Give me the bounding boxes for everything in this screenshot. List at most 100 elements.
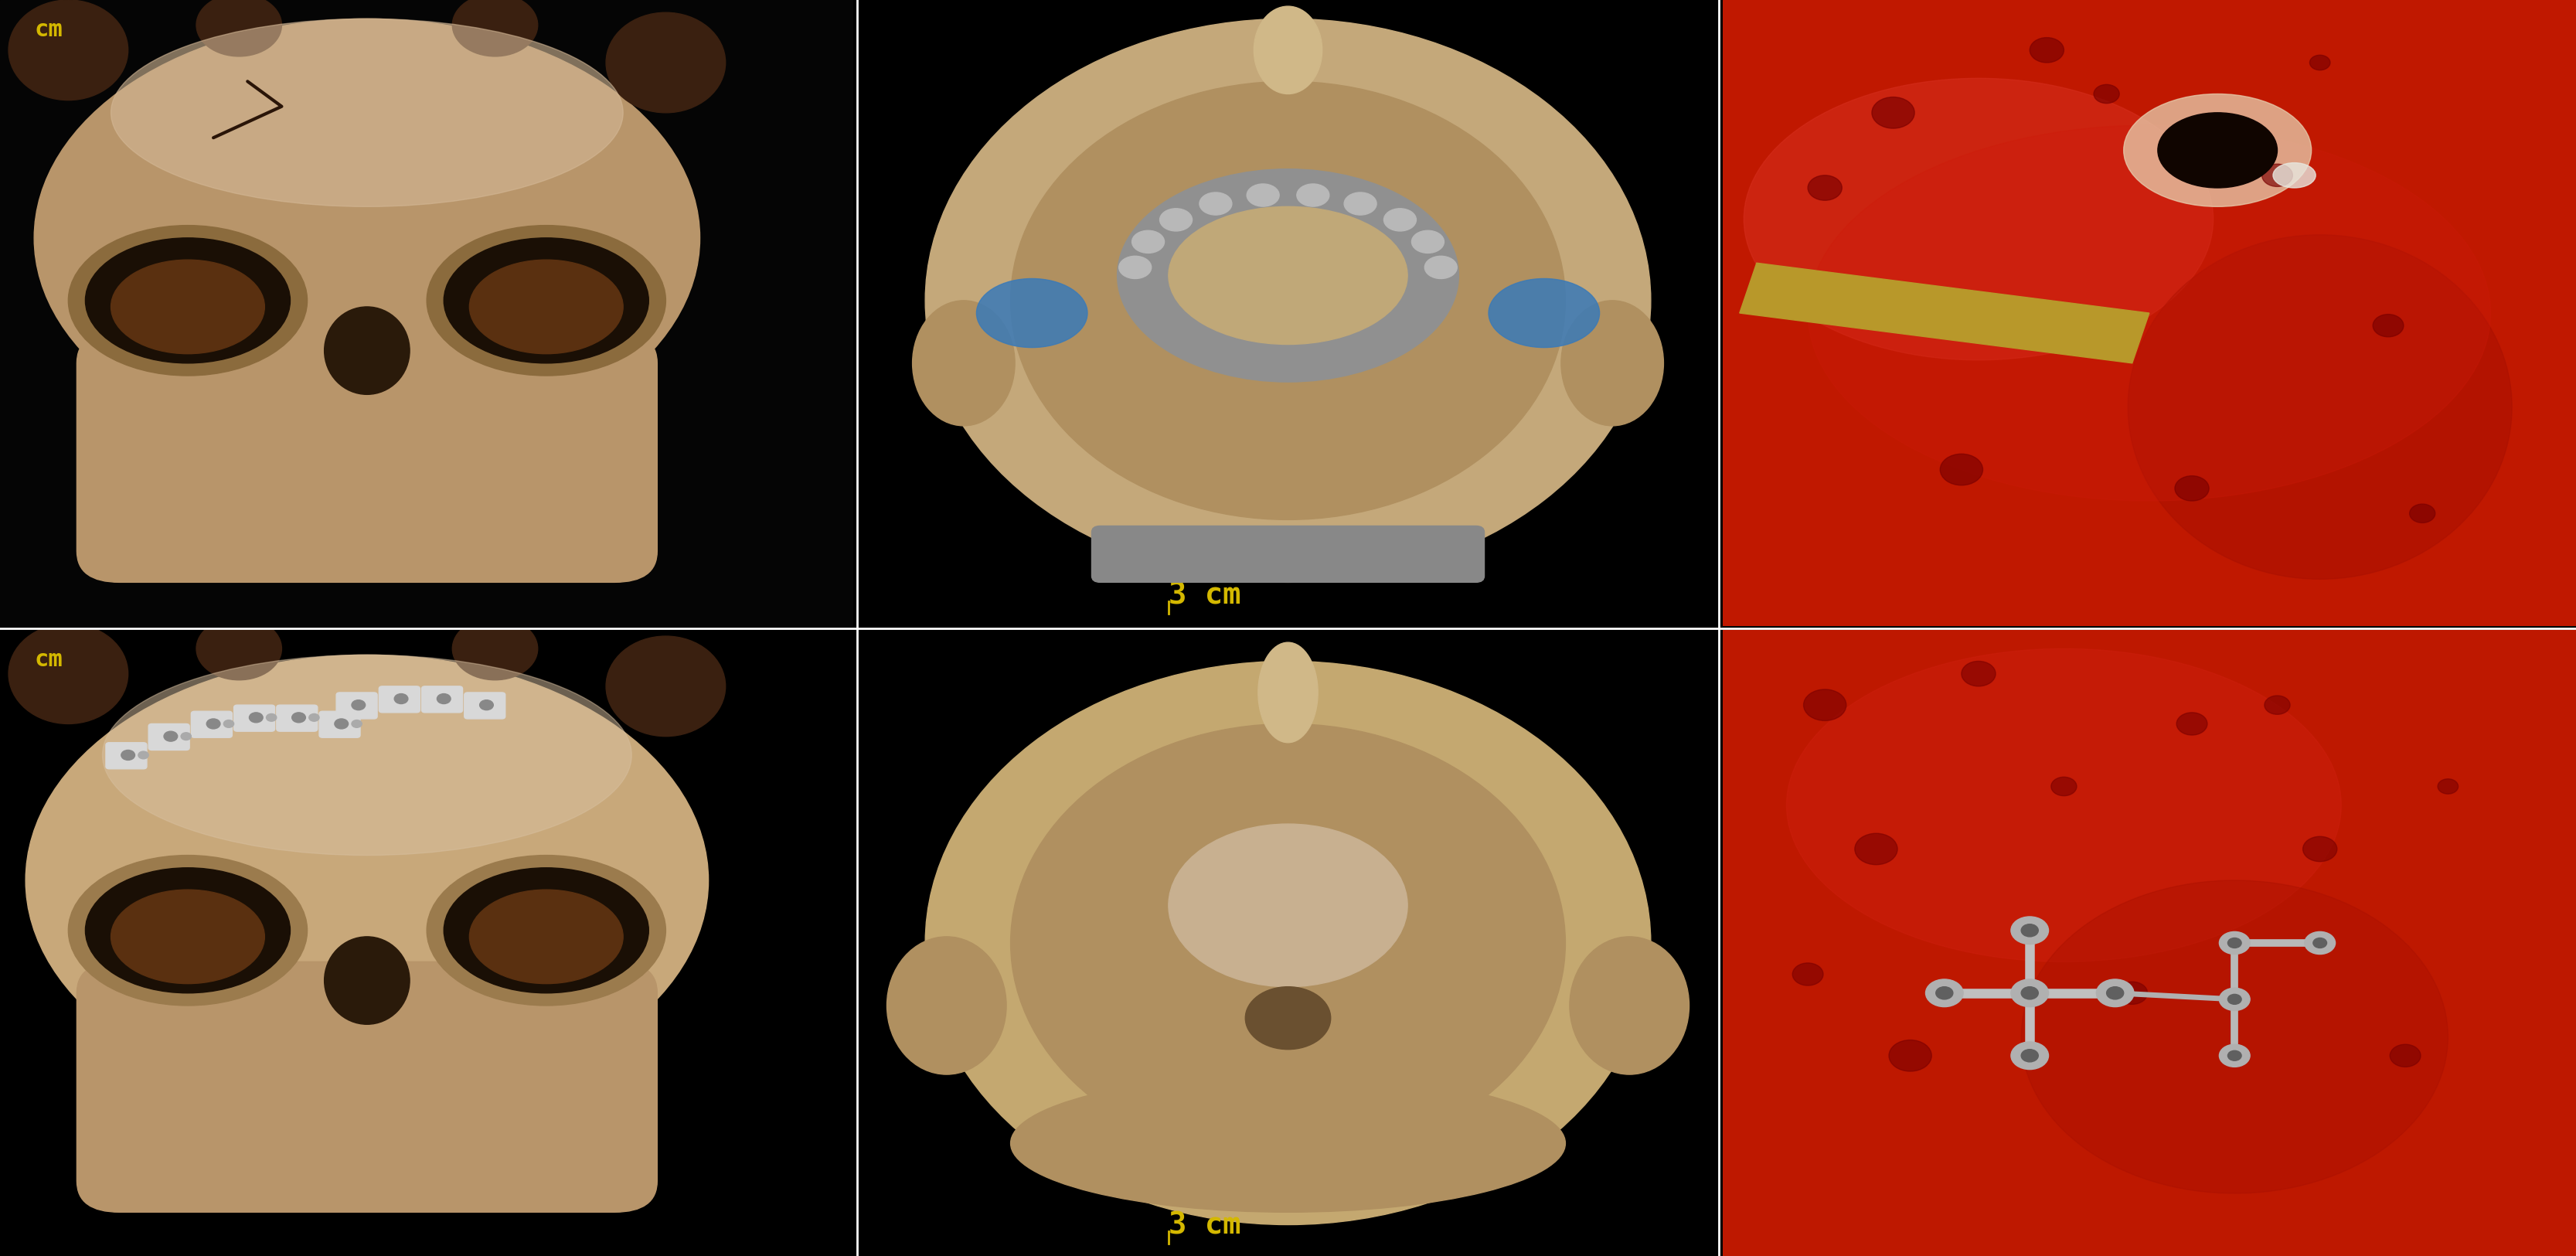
Circle shape (2313, 938, 2326, 948)
Ellipse shape (85, 868, 291, 993)
Ellipse shape (1200, 192, 1231, 215)
Ellipse shape (1569, 937, 1690, 1074)
Circle shape (2311, 55, 2331, 70)
Ellipse shape (925, 19, 1651, 583)
Circle shape (1873, 97, 1914, 128)
FancyBboxPatch shape (149, 723, 191, 750)
Circle shape (2264, 696, 2290, 715)
Circle shape (1855, 834, 1899, 864)
Circle shape (2012, 980, 2048, 1007)
Ellipse shape (103, 654, 631, 855)
Ellipse shape (70, 855, 307, 1006)
FancyBboxPatch shape (276, 705, 317, 731)
Ellipse shape (1010, 82, 1566, 520)
Circle shape (438, 693, 451, 703)
Ellipse shape (196, 0, 281, 57)
Circle shape (180, 732, 191, 740)
Circle shape (353, 720, 361, 727)
Circle shape (1937, 987, 1953, 1000)
Ellipse shape (453, 618, 538, 679)
Ellipse shape (1296, 183, 1329, 206)
Circle shape (309, 713, 319, 721)
Circle shape (2306, 932, 2336, 955)
FancyBboxPatch shape (379, 686, 420, 712)
Circle shape (2221, 1045, 2249, 1066)
Ellipse shape (1255, 6, 1321, 94)
Text: cm: cm (33, 19, 62, 41)
Circle shape (353, 700, 366, 710)
FancyBboxPatch shape (337, 692, 376, 718)
Ellipse shape (8, 624, 129, 723)
Ellipse shape (469, 260, 623, 354)
Ellipse shape (2123, 94, 2311, 207)
Ellipse shape (1425, 256, 1458, 279)
FancyBboxPatch shape (1092, 526, 1484, 583)
Ellipse shape (85, 237, 291, 363)
Ellipse shape (70, 225, 307, 376)
Circle shape (394, 693, 407, 703)
Circle shape (224, 720, 234, 727)
Circle shape (1808, 176, 1842, 201)
Ellipse shape (1159, 208, 1193, 231)
Ellipse shape (1010, 1074, 1566, 1212)
Circle shape (1829, 285, 1873, 317)
FancyBboxPatch shape (191, 711, 232, 737)
Ellipse shape (925, 661, 1651, 1225)
Circle shape (2022, 1049, 2038, 1061)
Polygon shape (1739, 263, 2148, 363)
Circle shape (2030, 38, 2063, 63)
FancyBboxPatch shape (464, 692, 505, 718)
FancyBboxPatch shape (319, 711, 361, 737)
Ellipse shape (912, 300, 1015, 426)
Circle shape (1960, 661, 1996, 686)
Ellipse shape (111, 889, 265, 983)
Circle shape (265, 713, 276, 721)
Circle shape (1793, 963, 1824, 986)
FancyBboxPatch shape (77, 332, 657, 583)
Circle shape (206, 718, 219, 728)
FancyBboxPatch shape (106, 742, 147, 769)
Ellipse shape (2272, 163, 2316, 188)
Ellipse shape (8, 0, 129, 100)
Ellipse shape (443, 868, 649, 993)
Ellipse shape (1170, 824, 1406, 987)
Ellipse shape (1744, 78, 2213, 360)
Circle shape (2228, 1050, 2241, 1060)
Ellipse shape (1561, 300, 1664, 426)
Ellipse shape (1118, 256, 1151, 279)
Circle shape (2221, 988, 2249, 1011)
Circle shape (1927, 980, 1963, 1007)
Circle shape (2303, 836, 2336, 862)
FancyBboxPatch shape (77, 962, 657, 1212)
Ellipse shape (1159, 176, 1417, 350)
Circle shape (2022, 987, 2038, 1000)
Text: 3 cm: 3 cm (1170, 582, 1242, 610)
Ellipse shape (453, 0, 538, 57)
Circle shape (2012, 917, 2048, 945)
Circle shape (479, 700, 495, 710)
Ellipse shape (1118, 170, 1458, 382)
Ellipse shape (428, 855, 665, 1006)
Ellipse shape (325, 306, 410, 394)
Circle shape (1888, 1040, 1932, 1071)
Circle shape (2262, 165, 2293, 187)
Ellipse shape (2159, 113, 2277, 188)
Ellipse shape (111, 260, 265, 354)
Ellipse shape (428, 225, 665, 376)
Circle shape (2050, 777, 2076, 796)
Circle shape (2012, 1042, 2048, 1069)
Circle shape (2022, 924, 2038, 937)
Ellipse shape (196, 618, 281, 679)
Circle shape (165, 731, 178, 741)
Ellipse shape (1412, 231, 1445, 252)
Circle shape (121, 750, 134, 760)
Circle shape (2177, 712, 2208, 735)
Ellipse shape (1131, 231, 1164, 252)
Ellipse shape (1489, 279, 1600, 348)
Text: 3 cm: 3 cm (1170, 1211, 1242, 1241)
Ellipse shape (1257, 642, 1319, 742)
Circle shape (2409, 504, 2434, 522)
Ellipse shape (1247, 183, 1280, 206)
Circle shape (2107, 987, 2123, 1000)
Circle shape (2174, 476, 2210, 501)
